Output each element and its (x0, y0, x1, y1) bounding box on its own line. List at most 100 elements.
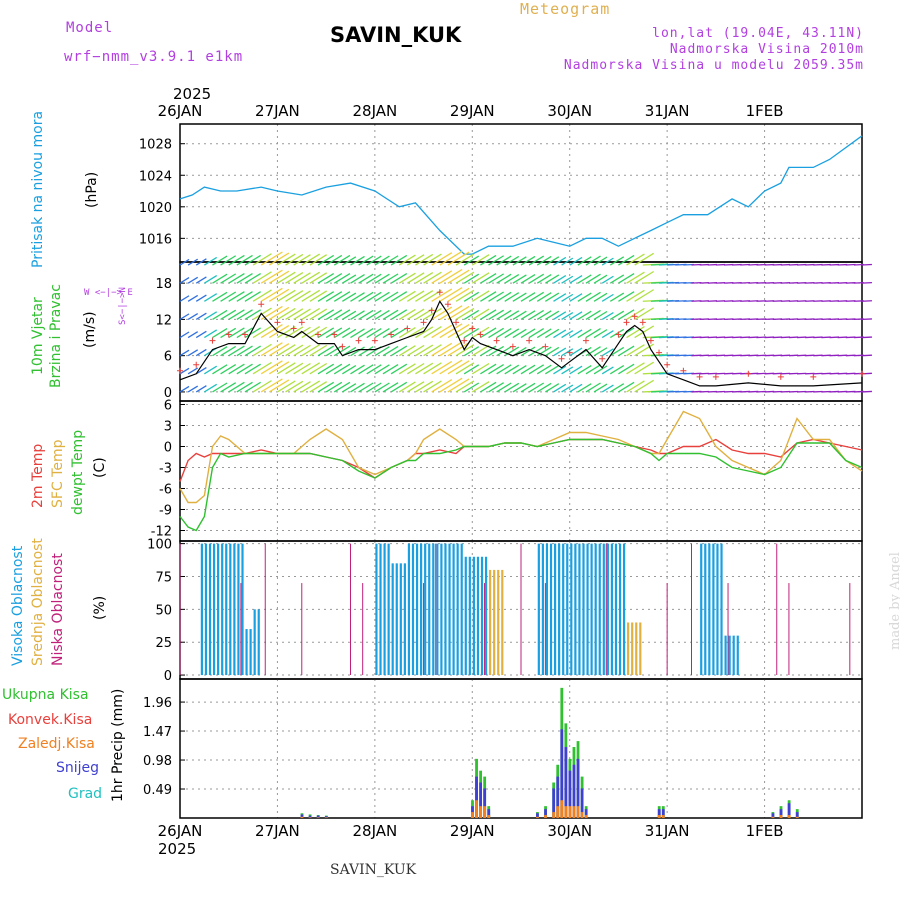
wind-barb (609, 292, 625, 302)
precip-bar-conv (479, 806, 483, 818)
wind-barb (244, 381, 261, 393)
wind-barb (293, 272, 311, 284)
wind-barb (512, 256, 527, 266)
precip-label-snow: Snijeg (56, 760, 100, 776)
precip-bar-conv (556, 806, 560, 818)
wind-barb (382, 273, 399, 284)
wind-barb (342, 364, 357, 375)
wind-barb (333, 254, 351, 266)
wind-barb (179, 258, 190, 266)
cloud-bar (403, 563, 406, 676)
wind-barb (480, 309, 497, 320)
wind-barb (520, 364, 536, 375)
cloud-bar (464, 556, 467, 676)
precip-bar-snow (657, 809, 661, 818)
cloud-bar (618, 543, 622, 676)
wind-barb (220, 291, 237, 302)
wind-barb (447, 269, 470, 284)
precip-bar-conv (657, 815, 661, 818)
wind-barb (260, 378, 283, 393)
wind-barb (577, 328, 592, 339)
wind-barb (406, 362, 425, 375)
wind-barb (609, 328, 625, 339)
wind-gust-marker (647, 337, 654, 344)
wind-gust-marker (477, 331, 484, 338)
wind-barb (358, 255, 374, 266)
wind-barb (204, 293, 218, 302)
cloud-bar (484, 556, 488, 676)
precip-bar-snow (572, 764, 576, 818)
wind-barb (626, 344, 645, 357)
wind-barb (593, 347, 608, 357)
panel-frame (179, 400, 863, 542)
wind-gust-marker (355, 337, 362, 344)
wind-barb (496, 309, 512, 320)
wind-barb (569, 311, 583, 320)
y-tick-label: -9 (159, 504, 172, 519)
wind-barb (220, 382, 237, 393)
wind-barb (406, 272, 425, 284)
cloud-bar (562, 543, 565, 676)
y-tick-label: 1020 (139, 201, 172, 216)
precip-bar-conv (475, 800, 478, 818)
wind-gust-marker (656, 349, 663, 356)
date-label-top: 1FEB (746, 102, 784, 120)
y-tick-label: -3 (159, 462, 172, 477)
wind-gust-marker (290, 325, 297, 332)
wind-barb (179, 277, 190, 284)
wind-barb (333, 327, 351, 339)
cloud-bar (391, 563, 394, 676)
wind-barb (179, 385, 190, 393)
wind-barb (471, 272, 490, 284)
wind-barb (406, 290, 425, 302)
wind-barb (390, 327, 408, 339)
wind-barb (325, 254, 343, 266)
wind-barb (293, 308, 311, 320)
cloud-bar (598, 543, 601, 676)
wind-barb (212, 364, 228, 375)
wind-barb (528, 328, 545, 339)
wind-barb (463, 346, 480, 357)
wind-barb (488, 382, 504, 393)
wind-barb (325, 272, 343, 284)
y-tick-label: -12 (151, 525, 172, 540)
elevation: Nadmorska Visina 2010m (669, 42, 864, 57)
precip-bar-conv (795, 816, 799, 818)
wind-barb (561, 275, 574, 284)
cloud-bar (444, 543, 447, 676)
wind-barb (382, 363, 399, 375)
wind-barb (301, 307, 321, 320)
cloud-bar (728, 635, 731, 676)
wind-barb (609, 256, 625, 266)
cloud-bar (468, 556, 471, 676)
wind-barb (439, 341, 463, 357)
year-bottom: 2025 (158, 840, 197, 858)
wind-barb (520, 292, 536, 302)
wind-barb (309, 381, 328, 393)
wind-barb (398, 381, 416, 393)
wind-barb (626, 307, 645, 320)
wind-barb (325, 309, 343, 320)
wind-barb (528, 382, 545, 393)
precip-bar-conv (544, 815, 547, 818)
wind-barb (504, 364, 520, 375)
wind-barb (285, 271, 304, 284)
cloud-bar (225, 543, 228, 676)
precip-bar-snow (300, 814, 304, 818)
wind-barb (293, 362, 311, 375)
wind-barb (260, 323, 283, 339)
cloud-bar (379, 543, 382, 676)
wind-gust-marker (461, 337, 468, 344)
wind-gust-marker (696, 373, 703, 380)
wind-barb (463, 273, 480, 284)
cloud-bar (415, 543, 419, 676)
cloud-bar (594, 543, 597, 676)
wind-barb (415, 326, 434, 339)
cloud-bar (558, 543, 561, 676)
temp-line-dew (179, 438, 863, 532)
wind-barb (463, 255, 480, 266)
wind-barb (423, 326, 442, 339)
cloud-bar (610, 543, 614, 676)
wind-barb (187, 294, 199, 302)
